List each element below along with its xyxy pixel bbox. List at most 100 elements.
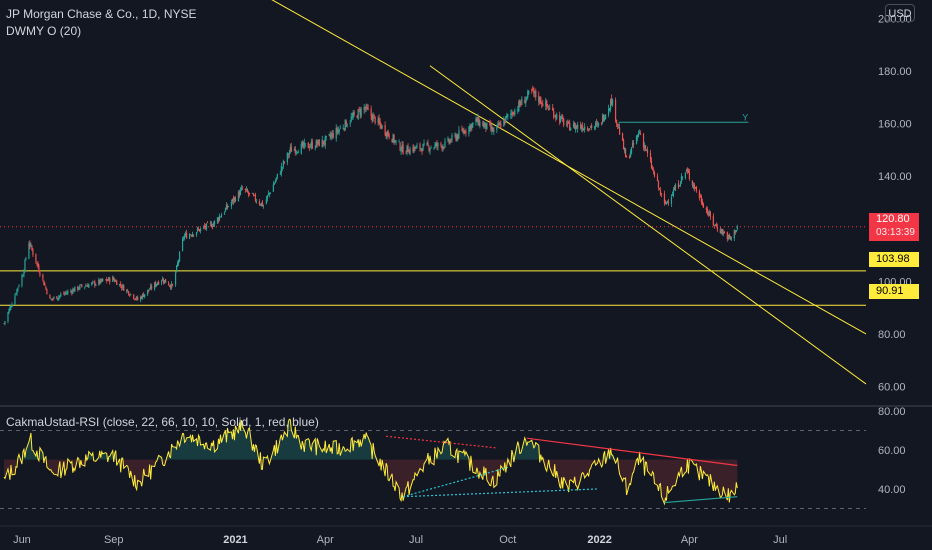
candle-body xyxy=(699,196,701,198)
candle-body xyxy=(469,125,471,129)
candle-body xyxy=(701,201,703,206)
indicator-legend[interactable]: DWMY O (20) xyxy=(6,24,82,38)
candle-body xyxy=(519,100,521,105)
candle-body xyxy=(225,204,228,210)
currency-button[interactable]: USD xyxy=(885,4,915,22)
rsi-divergence-line xyxy=(526,437,738,467)
candle-body xyxy=(350,117,352,122)
candle-body xyxy=(307,142,309,148)
candle-body xyxy=(261,201,263,207)
candle-body xyxy=(401,144,403,150)
candle-body xyxy=(280,166,282,174)
candle-body xyxy=(652,169,655,172)
date-tick-label: Sep xyxy=(104,534,124,546)
price-axis[interactable]: 200.00180.00160.00140.00120.00100.0080.0… xyxy=(878,13,912,393)
candle-body xyxy=(88,284,90,288)
candle-body xyxy=(265,199,267,204)
candle-body xyxy=(630,147,633,154)
candle-body xyxy=(268,192,270,195)
candle-body xyxy=(695,186,697,192)
candle-body xyxy=(419,143,421,150)
candle-body xyxy=(114,279,116,282)
candle-body xyxy=(667,202,670,204)
candle-body xyxy=(381,125,383,128)
candle-body xyxy=(35,253,37,263)
candle-body xyxy=(7,312,9,322)
candle-body xyxy=(254,194,257,201)
candle-body xyxy=(360,108,362,117)
candle-body xyxy=(402,144,404,155)
candle-body xyxy=(323,143,325,145)
candle-body xyxy=(144,294,146,298)
candle-body xyxy=(576,126,578,128)
candle-body xyxy=(510,113,512,115)
symbol-title[interactable]: JP Morgan Chase & Co., 1D, NYSE xyxy=(6,7,197,21)
candle-body xyxy=(392,134,394,143)
candle-body xyxy=(524,100,526,104)
candle-body xyxy=(244,188,247,191)
candle-body xyxy=(31,245,33,250)
candle-body xyxy=(168,282,170,286)
candle-body xyxy=(23,270,25,276)
candle-body xyxy=(202,226,205,228)
candle-body xyxy=(463,130,465,134)
candle-body xyxy=(109,277,111,283)
candle-body xyxy=(197,229,200,230)
candle-body xyxy=(448,139,450,143)
candle-body xyxy=(9,306,11,311)
candle-body xyxy=(492,128,494,132)
candle-body xyxy=(692,184,694,187)
candle-body xyxy=(288,152,290,155)
candle-body xyxy=(178,251,181,262)
candle-body xyxy=(687,170,690,173)
candle-body xyxy=(478,117,480,126)
candle-body xyxy=(628,156,631,158)
candle-body xyxy=(274,180,276,183)
candle-body xyxy=(552,107,554,111)
candle-body xyxy=(644,145,647,151)
candle-body xyxy=(538,95,540,103)
candle-body xyxy=(29,242,31,247)
candle-body xyxy=(708,212,710,216)
candle-body xyxy=(642,133,645,148)
candle-body xyxy=(548,108,550,110)
candle-body xyxy=(646,149,649,154)
candle-body xyxy=(3,323,5,325)
candle-body xyxy=(736,226,738,230)
candle-body xyxy=(443,147,445,149)
candle-body xyxy=(666,200,669,202)
candle-body xyxy=(614,99,617,121)
candle-body xyxy=(681,176,684,178)
candle-body xyxy=(287,154,289,156)
candle-body xyxy=(433,147,435,149)
candle-body xyxy=(535,90,537,98)
candle-body xyxy=(332,133,334,138)
rsi-legend[interactable]: CakmaUstad-RSI (close, 22, 66, 10, 10, S… xyxy=(6,415,319,429)
candle-body xyxy=(112,276,114,282)
candle-body xyxy=(617,126,620,128)
candle-body xyxy=(450,140,452,142)
candle-body xyxy=(520,103,522,105)
date-tick-label: 2021 xyxy=(223,534,247,546)
candle-body xyxy=(329,134,331,137)
candle-body xyxy=(239,189,242,196)
candle-body xyxy=(386,131,388,138)
candle-body xyxy=(727,235,729,239)
candle-body xyxy=(358,108,360,110)
candle-body xyxy=(49,294,51,299)
candle-body xyxy=(370,108,372,116)
time-axis[interactable]: Jun Sep 2021 Apr Jul Oct 2022 Apr Jul xyxy=(13,534,787,546)
candle-body xyxy=(456,135,458,141)
candle-body xyxy=(491,127,493,131)
candle-body xyxy=(649,152,652,161)
candle-body xyxy=(636,135,639,138)
rsi-axis[interactable]: 80.00 60.00 40.00 xyxy=(878,406,906,496)
candle-body xyxy=(691,180,694,186)
candle-body xyxy=(336,127,338,132)
candle-body xyxy=(408,152,410,154)
rsi-tick-label: 80.00 xyxy=(878,406,906,418)
candle-body xyxy=(182,237,185,239)
candle-body xyxy=(611,99,614,106)
candle-body xyxy=(555,115,557,118)
